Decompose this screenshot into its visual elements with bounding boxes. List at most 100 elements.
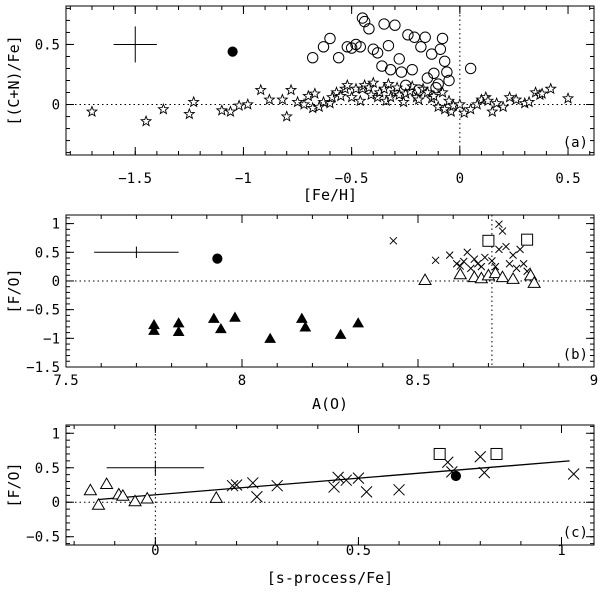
star-marker	[406, 80, 419, 92]
open-circle-marker	[356, 12, 369, 24]
x-tick-label: 0.5	[346, 543, 371, 559]
x-tick-label: −1	[235, 171, 252, 187]
open-circle-marker	[406, 63, 418, 76]
y-tick-label: 0	[52, 274, 60, 290]
x-axis-label: [Fe/H]	[303, 186, 357, 204]
star-marker	[445, 105, 458, 117]
panel-label: (c)	[563, 525, 588, 541]
star-marker	[215, 104, 228, 116]
panel-c: 0 0.5 1 −0.5 0 0.5 1 [s-process/Fe] [F/O] (c)	[5, 424, 595, 587]
open-triangle-marker	[506, 271, 520, 284]
star-marker	[302, 89, 315, 102]
cross-marker	[389, 236, 398, 245]
star-marker	[470, 98, 484, 110]
y-tick-label: −0.5	[26, 530, 60, 546]
x-tick-label: 0	[151, 543, 159, 559]
star-marker	[326, 90, 339, 103]
cross-marker	[459, 257, 468, 266]
star-marker	[291, 95, 304, 108]
cross-marker	[516, 245, 524, 254]
x-tick-label: 0.5	[555, 171, 580, 187]
open-circle-marker	[345, 42, 358, 54]
star-marker	[308, 87, 322, 99]
star-marker	[224, 105, 237, 117]
open-circle-marker	[382, 39, 395, 52]
star-marker	[284, 83, 298, 96]
star-marker	[377, 82, 391, 95]
y-tick-label: 1	[52, 426, 60, 442]
x-axis-label: [s-process/Fe]	[267, 569, 393, 587]
open-circle-marker	[393, 53, 405, 65]
star-marker	[297, 98, 311, 110]
star-marker	[280, 110, 293, 122]
plot-frame	[65, 424, 595, 546]
y-axis-label: [(C+N)/Fe]	[5, 35, 23, 125]
cross-marker	[456, 262, 465, 270]
open-triangle-marker	[527, 275, 542, 288]
open-circle-marker	[378, 18, 390, 30]
filled-circle-marker	[212, 253, 223, 264]
filled-triangle-marker	[172, 317, 185, 328]
y-tick-label: 0	[52, 495, 60, 511]
open-circle-marker	[324, 32, 336, 45]
cross-marker	[477, 262, 486, 271]
panel-b: 7.5 8 8.5 9 −1.5 −1 −0.5 0 0.5 1 A(O) [F/O] (b)	[5, 214, 598, 413]
star-marker	[442, 94, 456, 107]
plot-frame	[65, 214, 595, 368]
open-square-marker	[490, 447, 503, 460]
panel-a: −1.5 −1 −0.5 0 0.5 0 0.5 [Fe/H] [(C+N)/Fe] (a)	[5, 5, 595, 204]
cross-marker	[505, 259, 514, 268]
star-marker	[438, 102, 451, 115]
y-axis-label: [F/O]	[5, 268, 23, 313]
cross-marker	[463, 248, 472, 257]
star-marker	[317, 95, 330, 108]
x-tick-label: 8	[238, 373, 246, 389]
open-circle-marker	[402, 29, 414, 41]
open-circle-marker	[332, 51, 345, 64]
open-circle-marker	[371, 47, 384, 59]
y-tick-label: −1	[43, 331, 60, 347]
x-tick-label: 8.5	[405, 373, 430, 389]
star-marker	[412, 93, 425, 105]
x-axis-label: A(O)	[312, 395, 348, 413]
cross-marker	[519, 259, 528, 268]
filled-triangle-marker	[295, 312, 308, 323]
cross-marker	[470, 255, 479, 264]
open-triangle-marker	[488, 266, 503, 279]
star-marker	[157, 102, 170, 115]
star-marker	[509, 93, 523, 105]
y-tick-label: 0.5	[35, 461, 60, 477]
cross-marker	[495, 245, 503, 254]
y-axis-label: [F/O]	[5, 462, 23, 507]
open-circle-marker	[408, 31, 421, 43]
filled-circle-marker	[227, 46, 238, 57]
open-circle-marker	[354, 41, 366, 53]
cross-marker	[393, 483, 405, 496]
open-circle-marker	[419, 31, 431, 43]
open-triangle-marker	[115, 488, 130, 501]
x-tick-label: 9	[590, 373, 598, 389]
open-circle-marker	[438, 55, 451, 67]
star-marker	[341, 78, 354, 91]
open-circle-marker	[434, 43, 447, 55]
open-triangle-marker	[140, 491, 155, 504]
open-triangle-marker	[418, 273, 432, 285]
cross-marker	[509, 251, 517, 260]
x-tick-label: 1	[557, 543, 565, 559]
cross-marker	[431, 256, 440, 265]
star-marker	[486, 105, 499, 117]
open-circle-marker	[415, 41, 427, 53]
open-circle-marker	[432, 78, 444, 90]
star-marker	[496, 100, 510, 113]
open-circle-marker	[341, 41, 354, 53]
cross-marker	[360, 486, 373, 498]
x-tick-label: −1.5	[118, 171, 152, 187]
star-marker	[313, 100, 326, 113]
open-circle-marker	[430, 82, 442, 94]
open-circle-marker	[441, 66, 453, 78]
open-triangle-marker	[83, 483, 98, 496]
star-marker	[535, 87, 549, 99]
y-tick-label: 0.5	[35, 37, 60, 53]
star-marker	[354, 94, 367, 107]
star-marker	[561, 92, 575, 104]
